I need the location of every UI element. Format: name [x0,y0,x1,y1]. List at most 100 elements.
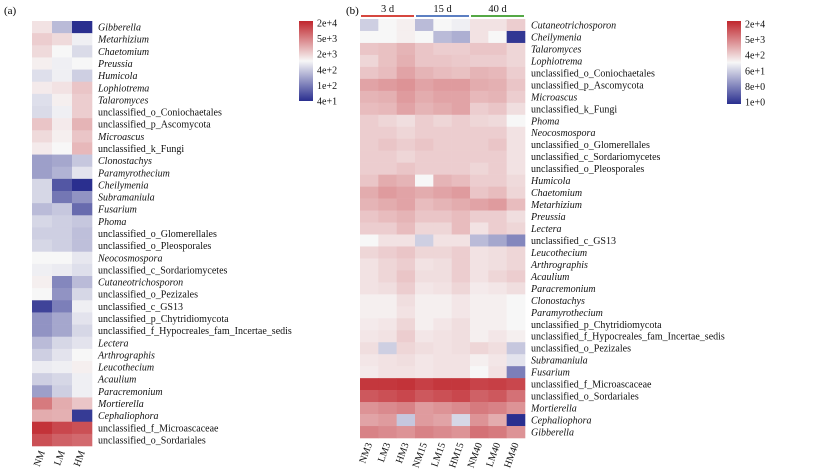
heatmap-cell [32,397,53,410]
heatmap-cell [32,106,53,119]
heatmap-cell [470,66,489,80]
row-label: Microascus [97,132,144,143]
legend-tick-label: 5e+3 [317,34,337,45]
row-label: Acaulium [97,375,136,386]
heatmap-cell [72,288,93,301]
heatmap-cell [488,102,507,116]
heatmap-cell [415,294,434,307]
heatmap-cell [72,348,93,362]
heatmap-cell [52,215,73,228]
heatmap-cell [506,198,526,211]
heatmap-cell [72,93,93,107]
heatmap-cell [451,426,471,439]
row-label: Arthrographis [97,350,155,361]
heatmap-cell [451,246,471,259]
heatmap-cell [470,294,489,307]
heatmap-cell [32,69,53,83]
row-label: unclassified_o_Pleosporales [531,164,644,175]
heatmap-cell [433,282,452,295]
heatmap-cell [433,234,452,247]
heatmap-cell [396,42,416,56]
heatmap-cell [470,390,489,403]
heatmap-cell [396,354,416,367]
row-label: unclassified_k_Fungi [98,144,184,155]
heatmap-cell [396,318,416,331]
heatmap-cell [470,102,489,116]
heatmap-cell [451,342,471,355]
heatmap-cell [378,138,397,151]
heatmap-cell [451,378,471,391]
heatmap-cell [433,210,452,223]
heatmap-cell [32,118,53,131]
heatmap-cell [378,78,397,92]
heatmap-cell [396,162,416,175]
heatmap-cell [72,166,93,180]
panel-a-legend-ticks: 2e+4 5e+3 2e+3 4e+2 1e+2 4e+1 [317,19,337,108]
heatmap-cell [72,227,93,240]
row-label: Humicola [97,71,137,82]
heatmap-cell [396,270,416,283]
heatmap-cell [415,222,434,235]
heatmap-cell [415,342,434,355]
heatmap-cell [433,318,452,331]
heatmap-cell [506,342,526,355]
heatmap-cell [52,142,73,155]
row-label: Cutaneotrichosporon [531,20,616,31]
heatmap-cell [32,130,53,143]
heatmap-cell [360,198,379,211]
heatmap-cell [396,186,416,199]
heatmap-cell [506,222,526,235]
row-label: unclassified_o_Sordariales [98,435,206,446]
heatmap-cell [433,174,452,187]
heatmap-cell [378,30,397,44]
heatmap-cell [433,306,452,319]
heatmap-cell [360,54,379,68]
heatmap-cell [32,57,53,70]
heatmap-cell [488,222,507,235]
heatmap-cell [415,42,434,56]
heatmap-cell [506,54,526,68]
legend-tick-label: 2e+4 [317,19,337,30]
heatmap-cell [32,154,53,168]
panel-a-column-labels: NM LM HM [32,449,88,468]
heatmap-cell [451,258,471,271]
heatmap-cell [52,106,73,119]
heatmap-cell [32,385,53,398]
heatmap-cell [378,342,397,355]
row-label: unclassified_p_Ascomycota [531,80,644,91]
row-label: Lectera [97,338,129,349]
row-label: unclassified_p_Chytridiomycota [98,314,229,325]
heatmap-cell [415,366,434,379]
heatmap-cell [72,154,93,168]
heatmap-cell [360,42,379,56]
heatmap-cell [506,150,526,163]
heatmap-cell [52,239,73,253]
heatmap-cell [72,33,93,46]
heatmap-cell [433,366,452,379]
heatmap-cell [378,90,397,104]
heatmap-cell [433,150,452,163]
row-label: unclassified_o_Coniochaetales [531,68,655,79]
heatmap-cell [451,198,471,211]
heatmap-cell [506,78,526,92]
heatmap-cell [378,294,397,307]
heatmap-cell [415,150,434,163]
heatmap-cell [451,78,471,92]
heatmap-cell [506,42,526,56]
heatmap-cell [488,114,507,128]
legend-tick-label: 4e+2 [317,65,337,76]
heatmap-cell [451,138,471,151]
heatmap-cell [52,263,73,277]
row-label: Chaetomium [98,47,149,58]
heatmap-cell [415,114,434,128]
row-label: Fusarium [97,205,137,216]
heatmap-cell [72,276,93,289]
heatmap-cell [378,54,397,68]
heatmap-cell [415,126,434,140]
heatmap-cell [32,227,53,240]
heatmap-cell [360,162,379,175]
heatmap-cell [415,282,434,295]
heatmap-cell [470,246,489,259]
heatmap-cell [415,402,434,415]
